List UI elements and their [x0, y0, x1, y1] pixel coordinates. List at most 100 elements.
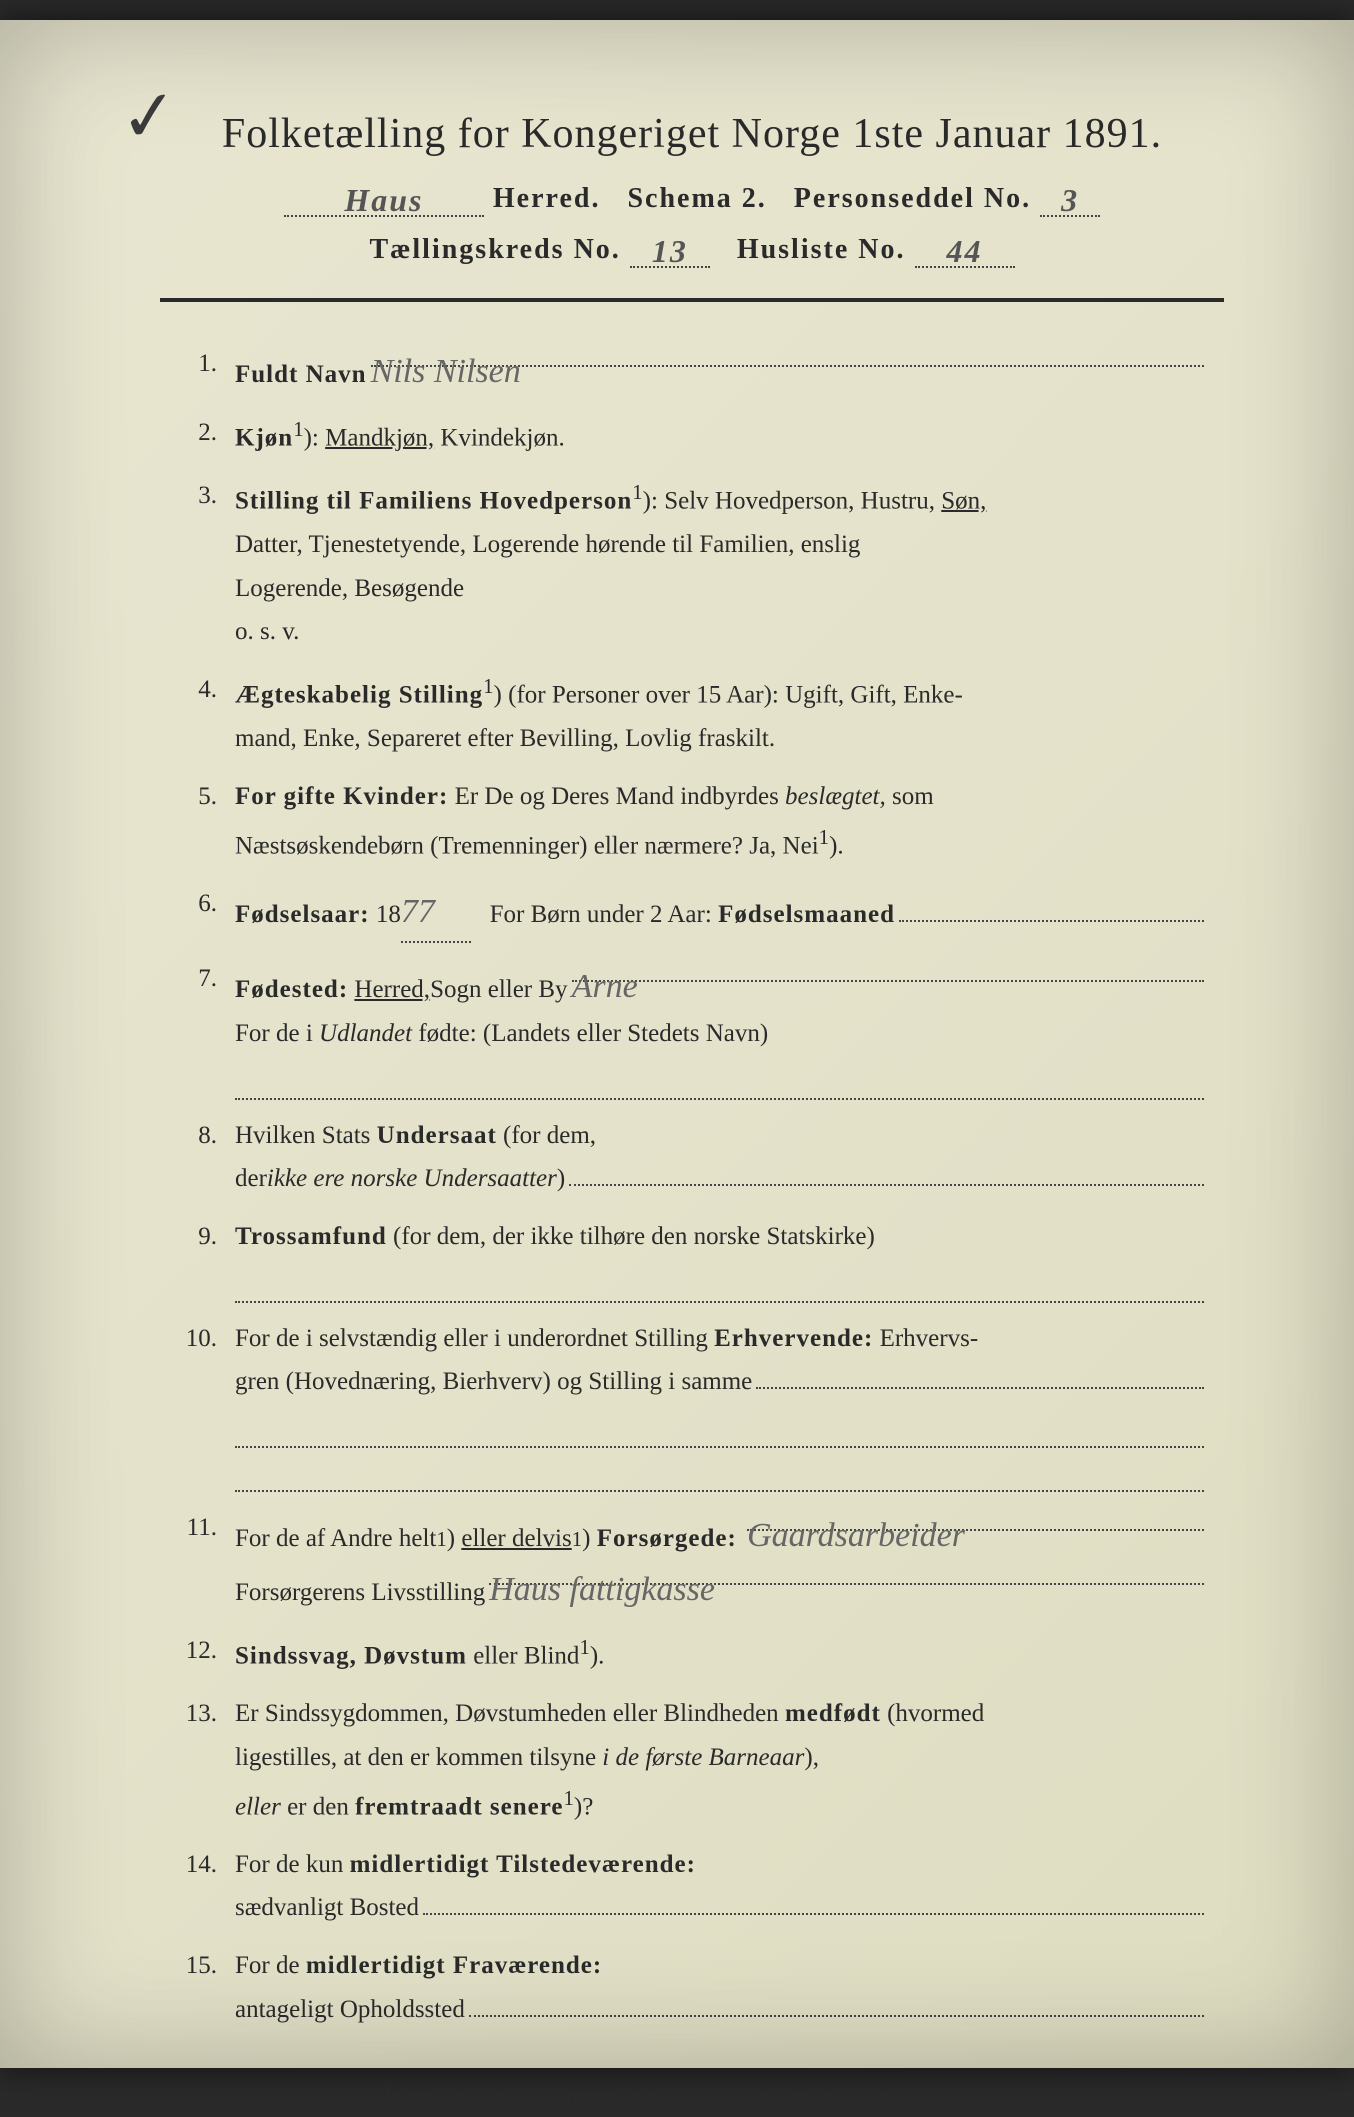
dotted-blank	[235, 1273, 1204, 1303]
r15-line1: For de	[235, 1952, 306, 1979]
schema-label: Schema 2.	[627, 183, 766, 214]
sindssvag-label: Sindssvag, Døvstum	[235, 1642, 467, 1669]
fodselsmaaned-label: Fødselsmaaned	[718, 893, 895, 937]
r13-q: ?	[582, 1793, 593, 1820]
fuldt-navn-value: Nils Nilsen	[371, 353, 521, 390]
r7-line2b: fødte: (Landets eller Stedets Navn)	[412, 1020, 768, 1047]
forsorgede-label: Forsørgede:	[597, 1517, 737, 1561]
row-2: 2. Kjøn1): Mandkjøn, Kvindekjøn.	[180, 411, 1204, 460]
divider	[160, 298, 1224, 302]
header-line-1: Haus Herred. Schema 2. Personseddel No. …	[160, 178, 1224, 217]
undersaat-label: Undersaat	[377, 1122, 497, 1149]
checkmark-annotation: ✓	[116, 73, 182, 161]
dotted-blank	[235, 1070, 1204, 1100]
r5-line2: Næstsøskendebørn (Tremenninger) eller næ…	[235, 832, 819, 859]
udlandet: Udlandet	[319, 1020, 412, 1047]
row-5: 5. For gifte Kvinder: Er De og Deres Man…	[180, 775, 1204, 868]
row-num: 15.	[180, 1944, 235, 1988]
husliste-label: Husliste No.	[737, 234, 906, 265]
r10-line2: gren (Hovednæring, Bierhverv) og Stillin…	[235, 1360, 752, 1404]
trossamfund-label: Trossamfund	[235, 1223, 387, 1250]
row-num: 3.	[180, 474, 235, 518]
sup: 1	[483, 674, 493, 698]
r6-mid: For Børn under 2 Aar:	[490, 893, 712, 937]
row-3: 3. Stilling til Familiens Hovedperson1):…	[180, 474, 1204, 654]
herred-label: Herred.	[493, 183, 601, 214]
herred-underlined: Herred,	[354, 968, 430, 1012]
r11-line2: Forsørgerens Livsstilling	[235, 1571, 485, 1615]
aegte-label: Ægteskabelig Stilling	[235, 681, 483, 708]
row-num: 5.	[180, 775, 235, 819]
r8-line2a: der	[235, 1157, 267, 1201]
fravaerende-label: midlertidigt Fraværende:	[306, 1952, 602, 1979]
footnote-text: ) De for hvert Tilfælde passende Ord und…	[395, 2089, 1002, 2116]
row-num: 14.	[180, 1843, 235, 1887]
erhvervende-label: Erhvervende:	[714, 1325, 873, 1352]
year-prefix: 18	[376, 893, 401, 937]
row-8: 8. Hvilken Stats Undersaat (for dem, der…	[180, 1114, 1204, 1202]
personseddel-label: Personseddel No.	[794, 183, 1031, 214]
title-block: Folketælling for Kongeriget Norge 1ste J…	[160, 110, 1224, 268]
row-num: 6.	[180, 882, 235, 926]
herred-handwritten: Haus	[344, 182, 423, 218]
row-num: 4.	[180, 668, 235, 712]
r13-line2a: ligestilles, at den er kommen tilsyne	[235, 1744, 602, 1771]
row-num: 12.	[180, 1629, 235, 1673]
r11-line1a: For de af Andre helt	[235, 1517, 436, 1561]
r10-line1a: For de i selvstændig eller i underordnet…	[235, 1325, 714, 1352]
fodselsaar-label: Fødselsaar:	[235, 893, 370, 937]
r3-line2: Datter, Tjenestetyende, Logerende hørend…	[235, 531, 860, 558]
r11-hw1: Gaardsarbeider	[747, 1517, 965, 1554]
r13-eller: eller	[235, 1793, 281, 1820]
footnote: 1) De for hvert Tilfælde passende Ord un…	[160, 2082, 1224, 2117]
row-num: 13.	[180, 1692, 235, 1736]
sup: 1	[572, 1521, 582, 1557]
r15-line2: antageligt Opholdssted	[235, 1988, 465, 2032]
row-15: 15. For de midlertidigt Fraværende: anta…	[180, 1944, 1204, 2032]
r12-text: eller Blind	[467, 1642, 579, 1669]
tilstede-label: midlertidigt Tilstedeværende:	[350, 1851, 696, 1878]
r7-line2a: For de i	[235, 1020, 319, 1047]
sup: 1	[293, 417, 303, 441]
sup: 1	[819, 825, 829, 849]
header-line-2: Tællingskreds No. 13 Husliste No. 44	[160, 229, 1224, 268]
medfodt: medfødt	[785, 1700, 881, 1727]
r5-line1: Er De og Deres Mand indbyrdes	[455, 783, 785, 810]
r10-line1b: Erhvervs-	[873, 1325, 978, 1352]
tk-label: Tællingskreds No.	[369, 234, 620, 265]
sup: 1	[436, 1521, 446, 1557]
census-form-page: ✓ Folketælling for Kongeriget Norge 1ste…	[0, 20, 1354, 2068]
r8-line1: Hvilken Stats	[235, 1122, 377, 1149]
kvindekjon: Kvindekjøn.	[440, 424, 564, 451]
sup: 1	[563, 1786, 573, 1810]
r11-hw2: Haus fattigkasse	[489, 1571, 715, 1608]
year-hw: 77	[401, 893, 435, 930]
r3-opts-a: Selv Hovedperson, Hustru,	[664, 487, 941, 514]
main-title: Folketælling for Kongeriget Norge 1ste J…	[160, 110, 1224, 158]
fremtraadt: fremtraadt senere	[355, 1793, 563, 1820]
sup: 1	[632, 480, 642, 504]
husliste-no: 44	[947, 233, 983, 269]
row-4: 4. Ægteskabelig Stilling1) (for Personer…	[180, 668, 1204, 761]
r13-line1b: (hvormed	[881, 1700, 984, 1727]
personseddel-no: 3	[1061, 182, 1079, 218]
r13-line3b: er den	[281, 1793, 355, 1820]
r4-line1: (for Personer over 15 Aar): Ugift, Gift,…	[502, 681, 963, 708]
r3-line3: Logerende, Besøgende	[235, 575, 464, 602]
eller-delvis: eller delvis	[461, 1517, 571, 1561]
r14-line1: For de kun	[235, 1851, 350, 1878]
r13-line1a: Er Sindssygdommen, Døvstumheden eller Bl…	[235, 1700, 785, 1727]
mandkjon: Mandkjøn,	[325, 424, 434, 451]
row-num: 8.	[180, 1114, 235, 1158]
row-num: 10.	[180, 1317, 235, 1361]
r3-line4: o. s. v.	[235, 618, 299, 645]
row-14: 14. For de kun midlertidigt Tilstedevære…	[180, 1843, 1204, 1931]
tk-no: 13	[652, 233, 688, 269]
row-7: 7. Fødested: Herred, Sogn eller By Arne …	[180, 957, 1204, 1099]
fodested-label: Fødested:	[235, 968, 348, 1012]
dotted-blank	[235, 1418, 1204, 1448]
r9-text: (for dem, der ikke tilhøre den norske St…	[393, 1223, 875, 1250]
row-10: 10. For de i selvstændig eller i underor…	[180, 1317, 1204, 1492]
dotted-blank	[235, 1462, 1204, 1492]
row-12: 12. Sindssvag, Døvstum eller Blind1).	[180, 1629, 1204, 1678]
